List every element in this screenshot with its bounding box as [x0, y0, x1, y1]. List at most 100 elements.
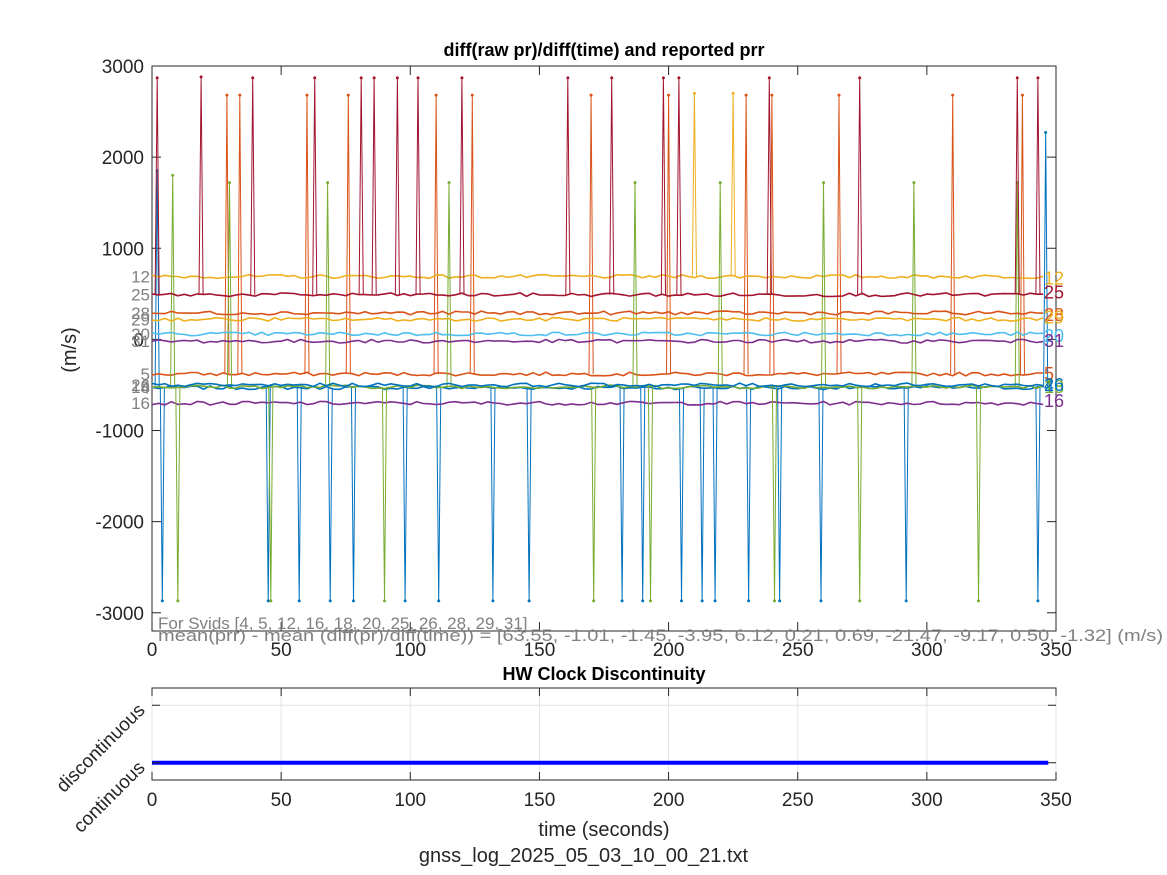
spike-point-svid-5	[434, 93, 438, 97]
spike-point-svid-4	[747, 599, 751, 603]
spike-point-svid-5	[837, 93, 841, 97]
spike-point-svid-4	[819, 599, 823, 603]
spike-point-svid-4	[641, 599, 645, 603]
spike-point-svid-18	[176, 599, 180, 603]
spike-point-svid-25	[359, 76, 363, 80]
spike-point-svid-25	[1036, 76, 1040, 80]
clock-x-tick-label: 150	[524, 790, 556, 811]
mean-difference-note: mean(prr) - mean (diff(pr)/diff(time)) =…	[158, 626, 1163, 645]
prr-series-group	[151, 75, 1049, 603]
clock-x-tick-label: 100	[394, 790, 426, 811]
clock-x-axis-label: time (seconds)	[538, 819, 669, 841]
clock-axes: HW Clock Discontinuity 0 50 100 150 200 250 30…	[53, 664, 1072, 841]
spike-point-svid-25	[313, 76, 317, 80]
spike-point-svid-5	[589, 93, 593, 97]
spike-point-svid-25	[416, 76, 420, 80]
series-start-label-16: 16	[131, 394, 150, 413]
series-start-label-4: 4	[141, 379, 150, 398]
prr-line-svid-28	[151, 310, 1044, 316]
prr-x-ticks: 0 50 100 150 200 250 300 350	[147, 66, 1072, 661]
clock-x-tick-label: 200	[653, 790, 685, 811]
series-end-label-26: 26	[1044, 375, 1064, 395]
prr-x-tick-label: 0	[147, 640, 158, 661]
spike-point-svid-18	[718, 181, 722, 185]
series-end-label-5: 5	[1044, 364, 1054, 384]
spike-point-svid-25	[661, 76, 665, 80]
prr-line-svid-18	[151, 384, 1044, 390]
series-end-label-20: 20	[1044, 326, 1064, 346]
prr-y-tick-label: 0	[133, 330, 144, 351]
spike-point-svid-5	[744, 93, 748, 97]
spike-point-svid-4	[351, 599, 355, 603]
spike-point-svid-4	[904, 599, 908, 603]
spike-point-svid-18	[822, 181, 826, 185]
spike-point-svid-25	[767, 76, 771, 80]
series-start-label-28: 28	[131, 304, 150, 323]
clock-x-tick-label: 250	[782, 790, 814, 811]
series-svid-20	[151, 331, 1044, 337]
clock-chart-title: HW Clock Discontinuity	[502, 664, 705, 684]
spike-point-svid-25	[251, 76, 255, 80]
series-start-label-26: 26	[131, 376, 150, 395]
prr-x-tick-label: 350	[1040, 640, 1072, 661]
clock-x-tick-label: 350	[1040, 790, 1072, 811]
prr-y-tick-label: 2000	[102, 148, 144, 169]
spike-point-svid-5	[225, 93, 229, 97]
series-start-label-5: 5	[141, 365, 150, 384]
prr-line-svid-12	[151, 273, 1044, 280]
spike-point-svid-4	[1036, 599, 1040, 603]
spike-point-svid-25	[610, 76, 614, 80]
clock-x-tick-label: 0	[147, 790, 158, 811]
prr-line-svid-26	[151, 382, 1044, 388]
spike-point-svid-25	[460, 76, 464, 80]
series-svid-5	[151, 93, 1044, 377]
prr-y-tick-label: -3000	[95, 604, 144, 625]
prr-line-svid-25	[151, 292, 1044, 298]
spike-point-svid-18	[592, 599, 596, 603]
spike-point-svid-4	[527, 599, 531, 603]
prr-x-tick-label: 300	[911, 640, 943, 661]
prr-x-tick-label: 200	[653, 640, 685, 661]
series-svid-28	[151, 310, 1044, 316]
spike-point-svid-4	[437, 599, 441, 603]
series-end-label-29: 29	[1044, 307, 1064, 327]
spike-point-svid-18	[648, 599, 652, 603]
series-end-label-18: 18	[1044, 377, 1064, 397]
series-svid-12	[151, 91, 1044, 280]
spike-point-svid-18	[977, 599, 981, 603]
series-svid-4	[151, 131, 1049, 603]
prr-y-tick-label: -2000	[95, 513, 144, 534]
prr-line-svid-31	[151, 338, 1044, 344]
spike-point-svid-5	[951, 93, 955, 97]
spike-point-svid-4	[297, 599, 301, 603]
prr-line-svid-16	[151, 400, 1044, 406]
prr-axes: diff(raw pr)/diff(time) and reported prr…	[59, 40, 1163, 661]
prr-y-tick-label: 3000	[102, 57, 144, 78]
spike-point-svid-4	[700, 599, 704, 603]
spike-point-svid-4	[403, 599, 407, 603]
spike-point-svid-25	[155, 76, 159, 80]
series-end-label-16: 16	[1044, 391, 1064, 411]
series-start-label-25: 25	[131, 286, 150, 305]
series-start-label-12: 12	[131, 268, 150, 287]
series-end-label-4: 4	[1044, 376, 1054, 396]
series-end-label-28: 28	[1044, 305, 1064, 325]
spike-point-svid-4	[713, 599, 717, 603]
prr-x-tick-label: 150	[524, 640, 556, 661]
figure-caption: gnss_log_2025_05_03_10_00_21.txt	[418, 845, 749, 867]
spike-point-svid-18	[772, 599, 776, 603]
spike-point-svid-5	[470, 93, 474, 97]
spike-point-svid-5	[667, 93, 671, 97]
series-svid-26	[151, 382, 1044, 388]
prr-axes-frame	[151, 65, 1057, 632]
series-svid-16	[151, 400, 1044, 406]
prr-x-tick-label: 50	[271, 640, 292, 661]
spike-point-svid-5	[770, 93, 774, 97]
series-svid-25	[151, 75, 1044, 298]
series-svid-31	[151, 338, 1044, 344]
prr-y-ticks: -3000 -2000 -1000 0 1000 2000 3000	[95, 57, 1056, 625]
series-start-label-31: 31	[131, 332, 150, 351]
spike-point-svid-4	[620, 599, 624, 603]
spike-point-svid-5	[346, 93, 350, 97]
